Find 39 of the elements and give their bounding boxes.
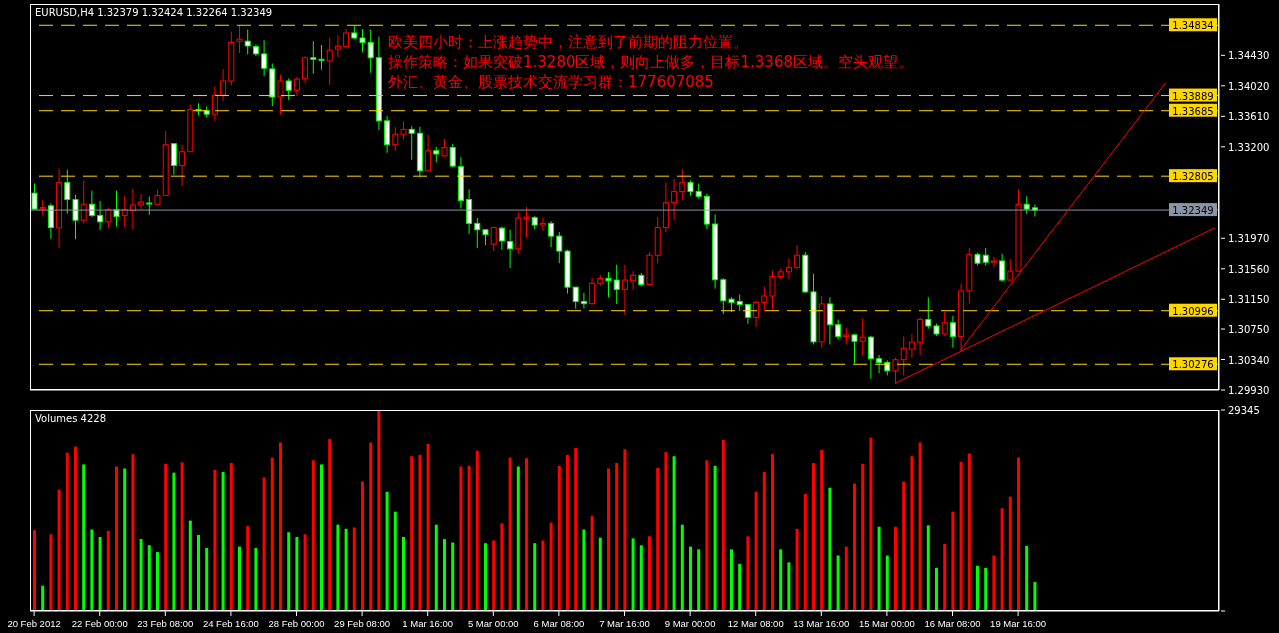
x-tick-label: 6 Mar 08:00 <box>533 618 585 629</box>
ref-line-label: 1.30996 <box>1172 305 1214 317</box>
ref-line-label: 1.33889 <box>1172 90 1214 102</box>
y-tick-label: 1.29930 <box>1228 385 1270 396</box>
x-tick-label: 23 Feb 08:00 <box>137 618 194 629</box>
y-tick-label: 1.33610 <box>1228 111 1270 123</box>
y-tick-label: 1.30750 <box>1228 324 1270 336</box>
y-tick-label: 1.31970 <box>1228 233 1270 245</box>
ref-line-label: 1.33685 <box>1172 105 1214 117</box>
x-tick-label: 12 Mar 08:00 <box>727 618 784 629</box>
ref-line-label: 1.32349 <box>1172 205 1214 217</box>
chart-title: Volumes 4228 <box>35 413 107 424</box>
x-tick-label: 20 Feb 2012 <box>7 618 61 629</box>
x-tick-label: 9 Mar 00:00 <box>664 618 716 629</box>
x-tick-label: 19 Mar 16:00 <box>990 618 1047 629</box>
ref-line-label: 1.30276 <box>1172 359 1214 371</box>
x-tick-label: 15 Mar 00:00 <box>858 618 915 629</box>
chart-title: EURUSD,H4 1.32379 1.32424 1.32264 1.32349 <box>35 7 273 18</box>
y-tick-label: 1.31150 <box>1228 294 1270 306</box>
y-tick-label: 1.31560 <box>1228 263 1270 275</box>
x-tick-label: 1 Mar 16:00 <box>402 618 454 629</box>
y-tick-label: 1.30340 <box>1228 354 1270 366</box>
y-tick-label: 1.33200 <box>1228 141 1270 153</box>
y-tick-label: 1.34020 <box>1228 80 1270 92</box>
ref-line-label: 1.34834 <box>1172 20 1214 32</box>
x-tick-label: 16 Mar 08:00 <box>924 618 981 629</box>
annotation: 欧美四小时：上涨趋势中，注意到了前期的阻力位置。 <box>388 32 749 52</box>
y-tick-label: 29345 <box>1228 405 1260 416</box>
x-tick-label: 24 Feb 16:00 <box>202 618 259 629</box>
annotation: 外汇、黄金、股票技术交流学习群：177607085 <box>388 72 715 92</box>
x-tick-label: 29 Feb 08:00 <box>334 618 391 629</box>
ref-line-label: 1.32805 <box>1172 171 1214 183</box>
x-tick-label: 13 Mar 16:00 <box>793 618 850 629</box>
x-tick-label: 7 Mar 16:00 <box>599 618 650 629</box>
x-tick-label: 22 Feb 00:00 <box>71 618 128 629</box>
x-tick-label: 5 Mar 00:00 <box>467 618 519 629</box>
y-tick-label: 1.34430 <box>1228 50 1270 62</box>
x-tick-label: 28 Feb 00:00 <box>268 618 325 629</box>
annotation: 操作策略：如果突破1.3280区域，则向上做多，目标1.3368区域。空头观望。 <box>388 52 913 72</box>
